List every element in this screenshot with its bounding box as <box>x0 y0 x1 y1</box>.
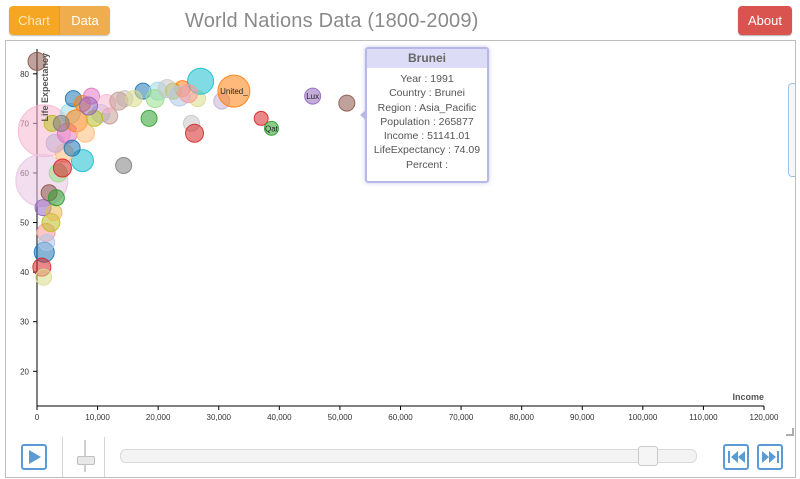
side-panel-tab[interactable] <box>788 83 795 177</box>
tooltip-year: Year : 1991 <box>400 73 454 85</box>
about-button[interactable]: About <box>738 6 792 35</box>
year-slider-handle[interactable] <box>638 446 658 466</box>
last-year-button[interactable] <box>757 444 783 470</box>
country-bubble <box>304 87 322 105</box>
x-tick-label: 50,000 <box>328 413 353 422</box>
tooltip-life-expectancy: LifeExpectancy : 74.09 <box>373 144 481 157</box>
y-tick-label: 30 <box>20 318 29 327</box>
country-bubble <box>217 74 251 108</box>
country-bubble <box>45 204 63 222</box>
tooltip-country: Country : Brunei <box>389 87 465 100</box>
country-bubble <box>253 110 269 126</box>
x-tick-label: 110,000 <box>689 413 718 422</box>
x-tick-label: 0 <box>35 413 40 422</box>
x-tick-label: 80,000 <box>509 413 534 422</box>
country-tooltip: Brunei Year : 1991 Country : Brunei Regi… <box>360 47 489 183</box>
country-bubble <box>78 96 98 116</box>
country-bubble <box>63 139 81 157</box>
tooltip-region: Region : Asia_Pacific <box>377 101 477 114</box>
country-bubble <box>338 94 356 112</box>
tooltip-body: Year : 1991 Country : Brunei Region : As… <box>367 68 487 172</box>
bubble-label: Lux <box>306 92 319 101</box>
y-axis-label: Life Expectancy <box>40 53 50 122</box>
resize-grip-icon[interactable] <box>786 428 794 436</box>
country-bubble <box>140 109 158 127</box>
country-bubble <box>115 157 133 175</box>
x-tick-label: 100,000 <box>628 413 657 422</box>
country-bubble <box>35 268 53 286</box>
bubble-chart: 0 10,000 20,000 30,000 40,000 50,000 60,000 70,… <box>15 49 779 422</box>
divider <box>62 437 63 477</box>
country-bubble <box>185 123 205 143</box>
play-icon <box>29 450 41 464</box>
country-bubble <box>75 123 95 143</box>
country-bubble <box>178 84 198 104</box>
x-axis-label: Income <box>732 392 764 402</box>
y-tick-label: 40 <box>20 268 29 277</box>
play-button[interactable] <box>21 444 47 470</box>
skip-back-icon <box>728 451 745 463</box>
x-tick-label: 40,000 <box>267 413 292 422</box>
x-tick-label: 30,000 <box>207 413 232 422</box>
y-tick-label: 80 <box>20 70 29 79</box>
tooltip-income: Income : 51141.01 <box>383 130 471 143</box>
y-tick-label: 50 <box>20 219 29 228</box>
x-tick-label: 90,000 <box>570 413 595 422</box>
tooltip-percent: Percent : <box>405 158 449 171</box>
x-tick-label: 20,000 <box>146 413 171 422</box>
first-year-button[interactable] <box>723 444 749 470</box>
bubble-label: United_ <box>220 87 248 96</box>
divider <box>104 437 105 477</box>
tab-chart[interactable]: Chart <box>9 6 59 35</box>
chart-area: 0 10,000 20,000 30,000 40,000 50,000 60,000 70,… <box>5 40 796 438</box>
country-bubble <box>125 90 143 108</box>
skip-forward-icon <box>762 451 779 463</box>
x-tick-label: 70,000 <box>449 413 474 422</box>
x-tick-label: 120,000 <box>750 413 779 422</box>
country-bubble <box>52 114 70 132</box>
bubble-label: Qat <box>265 124 279 133</box>
tooltip-arrow <box>360 109 367 121</box>
country-bubble <box>263 120 279 136</box>
tooltip-population: Population : 265877 <box>380 115 474 128</box>
page-title: World Nations Data (1800-2009) <box>185 10 479 32</box>
tab-data[interactable]: Data <box>59 6 110 35</box>
tooltip-title: Brunei <box>367 49 487 68</box>
year-slider-track[interactable] <box>120 449 697 463</box>
view-toggle: Chart Data <box>9 6 110 35</box>
x-tick-label: 10,000 <box>85 413 110 422</box>
speed-slider-handle[interactable] <box>77 456 95 465</box>
y-tick-label: 20 <box>20 367 29 376</box>
playback-bar <box>5 437 796 478</box>
country-bubble <box>27 51 47 71</box>
country-bubble <box>109 91 129 111</box>
country-bubble <box>38 233 56 251</box>
country-bubble <box>52 158 72 178</box>
country-bubble <box>47 189 65 207</box>
top-bar: Chart Data World Nations Data (1800-2009… <box>0 0 800 40</box>
x-tick-label: 60,000 <box>388 413 413 422</box>
